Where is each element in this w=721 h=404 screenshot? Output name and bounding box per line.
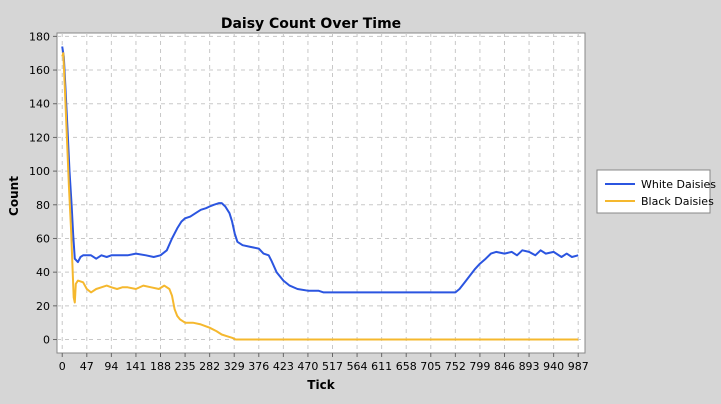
- x-tick-label: 376: [248, 360, 269, 373]
- y-tick-label: 140: [29, 98, 50, 111]
- series-line-white-daisies: [61, 46, 579, 294]
- y-tick-label: 100: [29, 165, 50, 178]
- x-tick-label: 611: [371, 360, 392, 373]
- x-tick-label: 235: [175, 360, 196, 373]
- x-tick-label: 0: [59, 360, 66, 373]
- series-line-black-daisies: [61, 52, 579, 341]
- y-tick-label: 160: [29, 64, 50, 77]
- x-tick-label: 987: [568, 360, 589, 373]
- x-tick-label: 517: [322, 360, 343, 373]
- x-tick-label: 799: [469, 360, 490, 373]
- x-axis: 0 47 94 141 188 235 282 329 376 423 470 517 564 611 65…: [59, 353, 589, 373]
- legend-label-white-daisies: White Daisies: [641, 178, 716, 191]
- legend-label-black-daisies: Black Daisies: [641, 195, 714, 208]
- x-axis-label: Tick: [307, 378, 335, 392]
- x-tick-label: 329: [224, 360, 245, 373]
- x-tick-label: 752: [445, 360, 466, 373]
- legend-box: [596, 169, 711, 214]
- x-tick-label: 94: [104, 360, 118, 373]
- x-tick-label: 282: [199, 360, 220, 373]
- x-tick-label: 188: [150, 360, 171, 373]
- x-tick-label: 893: [519, 360, 540, 373]
- y-tick-label: 120: [29, 131, 50, 144]
- y-tick-label: 180: [29, 30, 50, 43]
- x-tick-label: 470: [297, 360, 318, 373]
- x-tick-label: 141: [125, 360, 146, 373]
- series-layer: [61, 46, 579, 341]
- y-tick-label: 80: [36, 199, 50, 212]
- y-tick-label: 0: [43, 334, 50, 347]
- y-tick-label: 60: [36, 232, 50, 245]
- x-tick-label: 940: [543, 360, 564, 373]
- x-tick-label: 564: [347, 360, 368, 373]
- x-tick-label: 705: [420, 360, 441, 373]
- legend: White Daisies Black Daisies: [596, 169, 716, 214]
- y-tick-label: 20: [36, 300, 50, 313]
- y-axis: 0 20 40 60 80 100 120 140 160 180: [29, 30, 57, 347]
- y-axis-label: Count: [7, 176, 21, 216]
- x-tick-label: 846: [494, 360, 515, 373]
- plot-area: [56, 32, 586, 354]
- x-tick-label: 423: [273, 360, 294, 373]
- chart-title: Daisy Count Over Time: [221, 16, 401, 32]
- x-tick-label: 658: [396, 360, 417, 373]
- x-tick-label: 47: [80, 360, 94, 373]
- y-tick-label: 40: [36, 266, 50, 279]
